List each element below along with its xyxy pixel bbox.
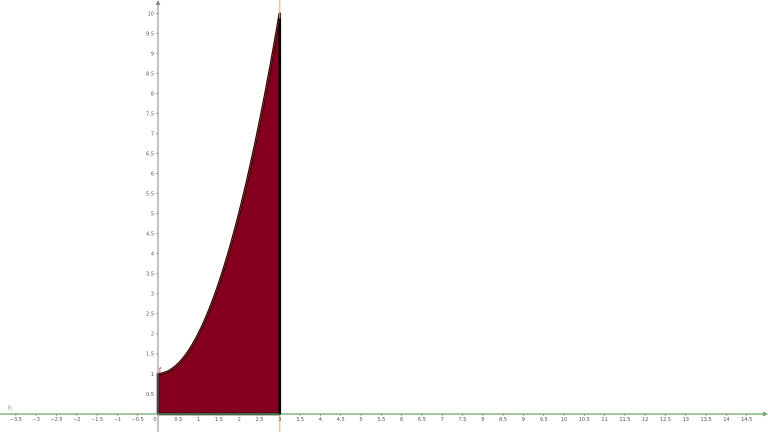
x-tick-label: 13.5 bbox=[701, 417, 712, 423]
x-tick-label: 4.5 bbox=[337, 417, 345, 423]
function-curve bbox=[157, 13, 281, 375]
x-tick-label: 6.5 bbox=[418, 417, 426, 423]
x-axis-arrow bbox=[763, 411, 768, 417]
x-tick-label: 5 bbox=[359, 417, 362, 423]
x-tick-label: −2.5 bbox=[50, 417, 62, 423]
x-tick-label: 7.5 bbox=[459, 417, 467, 423]
y-ticks: 0.5 1 1.5 2 2.5 3 3.5 4 4.5 5 5.5 6 6.5 7 7.5 8 8.5 9 9.5 1… bbox=[146, 11, 158, 398]
y-tick-label: 1.5 bbox=[146, 352, 154, 358]
x-tick-label: 12 bbox=[642, 417, 648, 423]
x-tick-label: 11.5 bbox=[619, 417, 630, 423]
x-tick-label: −0.5 bbox=[132, 417, 144, 423]
x-tick-label: 14.5 bbox=[741, 417, 752, 423]
y-tick-label: 7 bbox=[151, 131, 154, 137]
y-tick-label: 4.5 bbox=[146, 232, 154, 238]
x-tick-label: 1 bbox=[197, 417, 200, 423]
x-tick-label: 2 bbox=[238, 417, 241, 423]
x-tick-label: −1.5 bbox=[91, 417, 103, 423]
y-tick-label: 1 bbox=[151, 372, 154, 378]
y-axis-arrow bbox=[155, 0, 161, 5]
y-tick-label: 3 bbox=[151, 292, 154, 298]
y-tick-label: 5 bbox=[151, 212, 154, 218]
x-tick-label: 1.5 bbox=[215, 417, 223, 423]
x-ticks: −3.5 −3 −2.5 −2 −1.5 −1 −0.5 0 0.5 1 1.5 2 2.5 3 3.5 4 4… bbox=[10, 414, 752, 423]
y-tick-label: 0.5 bbox=[146, 392, 154, 398]
x-tick-label: 0.5 bbox=[174, 417, 182, 423]
x-tick-label: −2 bbox=[73, 417, 80, 423]
x-tick-label: 13 bbox=[683, 417, 689, 423]
x-tick-label: 10.5 bbox=[579, 417, 590, 423]
y-tick-label: 6 bbox=[151, 172, 154, 178]
x-tick-label: 9 bbox=[522, 417, 525, 423]
x-tick-label: 10 bbox=[561, 417, 567, 423]
shaded-region bbox=[156, 12, 282, 416]
x-tick-label: 14 bbox=[723, 417, 729, 423]
x-tick-label: 5.5 bbox=[377, 417, 385, 423]
x-tick-label: −3 bbox=[33, 417, 40, 423]
x-tick-label: −3.5 bbox=[10, 417, 22, 423]
y-tick-label: 10 bbox=[148, 11, 154, 17]
y-tick-label: 8.5 bbox=[146, 71, 154, 77]
y-tick-label: 6.5 bbox=[146, 151, 154, 157]
x-tick-label: 4 bbox=[319, 417, 322, 423]
x-tick-label: 12.5 bbox=[660, 417, 671, 423]
x-tick-label: 8.5 bbox=[499, 417, 507, 423]
x-tick-label: 2.5 bbox=[256, 417, 264, 423]
y-tick-label: 2.5 bbox=[146, 312, 154, 318]
x-tick-label: −1 bbox=[114, 417, 121, 423]
x-tick-label: 7 bbox=[441, 417, 444, 423]
x-tick-label: 11 bbox=[601, 417, 607, 423]
y-tick-label: 3.5 bbox=[146, 272, 154, 278]
x-tick-label: 0 bbox=[153, 417, 156, 423]
y-tick-label: 2 bbox=[151, 332, 154, 338]
y-tick-label: 5.5 bbox=[146, 192, 154, 198]
x-tick-label: 6 bbox=[400, 417, 403, 423]
y-tick-label: 9.5 bbox=[146, 31, 154, 37]
x-tick-label: 9.5 bbox=[540, 417, 548, 423]
x-tick-label: 8 bbox=[481, 417, 484, 423]
x-tick-label: 3 bbox=[278, 417, 281, 423]
y-tick-label: 7.5 bbox=[146, 111, 154, 117]
integral-area bbox=[156, 12, 282, 416]
y-tick-label: 8 bbox=[151, 91, 154, 97]
line-label: h bbox=[8, 405, 12, 412]
function-label: f bbox=[159, 367, 162, 374]
x-tick-label: 3.5 bbox=[296, 417, 304, 423]
y-tick-label: 9 bbox=[151, 51, 154, 57]
y-tick-label: 4 bbox=[151, 252, 154, 258]
